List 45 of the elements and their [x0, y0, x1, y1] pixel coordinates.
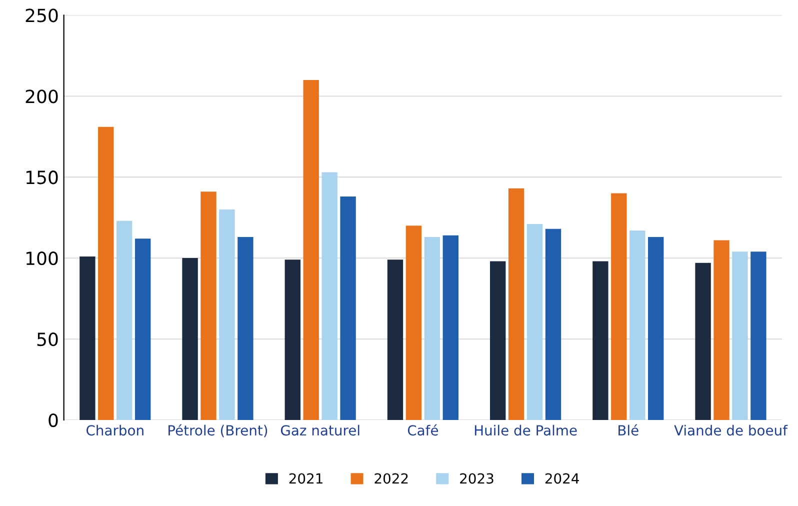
- bar: [490, 261, 506, 420]
- bar: [714, 240, 730, 420]
- bar: [526, 224, 543, 420]
- bar: [630, 230, 646, 420]
- bar: [182, 258, 198, 420]
- bar: [750, 252, 766, 420]
- y-tick-label: 250: [26, 8, 58, 22]
- bar: [219, 209, 235, 420]
- x-tick-label: Gaz naturel: [280, 424, 360, 436]
- bar: [340, 196, 356, 420]
- bar: [387, 260, 404, 420]
- y-tick-label: 100: [26, 252, 58, 266]
- y-tick-label: 0: [48, 413, 58, 428]
- y-tick-label: 200: [26, 90, 58, 104]
- bar: [98, 126, 114, 420]
- legend-label: 2024: [545, 473, 579, 484]
- x-tick-label: Huile de Palme: [474, 424, 577, 436]
- bar: [80, 256, 96, 420]
- bar: [284, 260, 300, 420]
- bar: [134, 238, 151, 420]
- y-tick-label: 50: [37, 332, 58, 346]
- bar: [545, 228, 562, 420]
- bar: [424, 237, 440, 420]
- legend-label: 2021: [289, 473, 322, 484]
- bar: [695, 262, 711, 420]
- x-tick-label: Café: [408, 424, 438, 436]
- bar: [592, 261, 608, 420]
- x-tick-label: Viande de boeuf: [674, 424, 788, 436]
- bar: [200, 192, 216, 420]
- bar: [442, 235, 458, 420]
- bar: [732, 252, 748, 420]
- x-tick-label: Charbon: [86, 424, 144, 436]
- bar: [508, 188, 524, 420]
- bar: [648, 237, 664, 420]
- bar: [406, 226, 422, 420]
- bar: [322, 172, 338, 420]
- x-tick-label: Pétrole (Brent): [168, 424, 268, 438]
- legend-label: 2022: [374, 473, 408, 484]
- bar: [116, 220, 132, 420]
- y-tick-label: 150: [26, 170, 58, 184]
- bar: [238, 237, 254, 420]
- legend-label: 2023: [460, 473, 494, 484]
- bar: [303, 80, 319, 420]
- x-tick-label: Blé: [618, 424, 638, 436]
- bar: [611, 193, 627, 420]
